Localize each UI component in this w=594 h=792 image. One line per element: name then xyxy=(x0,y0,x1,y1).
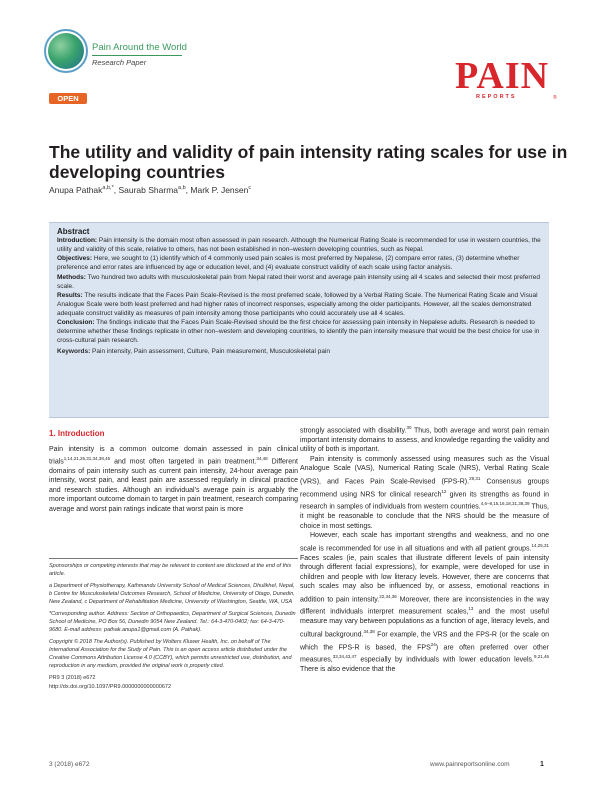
abstract-objectives: Objectives: Here, we sought to (1) ident… xyxy=(57,255,520,272)
footer-citation: 3 (2018) e672 xyxy=(49,761,90,768)
citation-reference[interactable]: 34,48 xyxy=(256,456,268,461)
journal-logo-sub: REPORTS xyxy=(476,94,517,100)
keywords: Keywords: Pain intensity, Pain assessmen… xyxy=(57,348,331,356)
abstract-box: Abstract Introduction: Pain intensity is… xyxy=(49,222,549,418)
citation-reference[interactable]: 34,38 xyxy=(363,628,375,634)
footer-website-link[interactable]: www.painreportsonline.com xyxy=(430,761,510,768)
citation-reference[interactable]: 30 xyxy=(406,425,412,430)
author-name: Mark P. Jensen xyxy=(190,185,249,195)
author-name: Anupa Pathak xyxy=(49,185,103,195)
citation-reference[interactable]: 12 xyxy=(441,488,447,494)
series-divider xyxy=(92,55,182,56)
body-paragraph: However, each scale has important streng… xyxy=(300,532,550,674)
citation-reference[interactable]: 1,14,21,25,31,34,38,45 xyxy=(63,456,111,461)
series-name: Pain Around the World xyxy=(92,42,187,53)
citation-reference[interactable]: 13 xyxy=(468,606,474,612)
abstract-conclusion: Conclusion: The findings indicate that t… xyxy=(57,319,540,344)
article-type: Research Paper xyxy=(92,58,147,67)
copyright-note: Copyright © 2018 The Author(s). Publishe… xyxy=(49,639,292,669)
affiliations-note: a Department of Physiotherapy, Kathmandu… xyxy=(49,583,295,605)
abstract-methods: Methods: Two hundred two adults with mus… xyxy=(57,273,540,290)
sponsorship-note: Sponsorships or competing interests that… xyxy=(49,563,292,577)
citation-reference[interactable]: 29,31 xyxy=(469,475,481,481)
journal-logo: PAIN xyxy=(455,55,550,97)
citation-line: PR9 3 (2018) e672 xyxy=(49,675,96,681)
globe-logo-icon xyxy=(48,33,84,69)
logo-ring xyxy=(44,29,88,73)
body-paragraph: strongly associated with disability.30 T… xyxy=(300,425,549,454)
page-number: 1 xyxy=(540,761,544,768)
footnotes: Sponsorships or competing interests that… xyxy=(49,562,298,695)
journal-logo-registered: ® xyxy=(553,95,557,101)
article-title: The utility and validity of pain intensi… xyxy=(49,142,568,182)
citation-reference[interactable]: 24 xyxy=(430,641,436,647)
author-name: Saurab Sharma xyxy=(118,185,179,195)
citation-reference[interactable]: 9,21,46 xyxy=(533,654,549,660)
author-affiliation: c xyxy=(248,185,252,192)
abstract-heading: Abstract xyxy=(57,227,90,236)
body-paragraph: Pain intensity is commonly assessed usin… xyxy=(300,455,549,530)
body-paragraph: Pain intensity is a common outcome domai… xyxy=(49,445,298,513)
author-list: Anupa Pathaka,b,*, Saurab Sharmaa,b, Mar… xyxy=(49,185,252,195)
doi-link[interactable]: http://dx.doi.org/10.1097/PR9.0000000000… xyxy=(49,684,172,690)
right-column: strongly associated with disability.30 T… xyxy=(300,423,549,675)
citation-reference[interactable]: 14,25,31 xyxy=(531,542,549,548)
open-access-badge: OPEN xyxy=(49,93,87,104)
citation-reference[interactable]: 4,6–8,15,16,18,31,38,39 xyxy=(480,501,530,507)
author-affiliation: a,b,* xyxy=(102,185,114,192)
corresponding-author-note: *Corresponding author. Address: Section … xyxy=(49,611,296,633)
left-column: 1. Introduction Pain intensity is a comm… xyxy=(49,425,298,514)
footnote-divider xyxy=(49,558,298,559)
section-title: 1. Introduction xyxy=(49,429,105,438)
citation-reference[interactable]: 22,34,36 xyxy=(379,593,397,599)
abstract-results: Results: The results indicate that the F… xyxy=(57,292,538,317)
author-affiliation: a,b xyxy=(178,185,186,192)
abstract-introduction: Introduction: Pain intensity is the doma… xyxy=(57,237,541,253)
citation-reference[interactable]: 33,34,43,47 xyxy=(332,654,357,660)
